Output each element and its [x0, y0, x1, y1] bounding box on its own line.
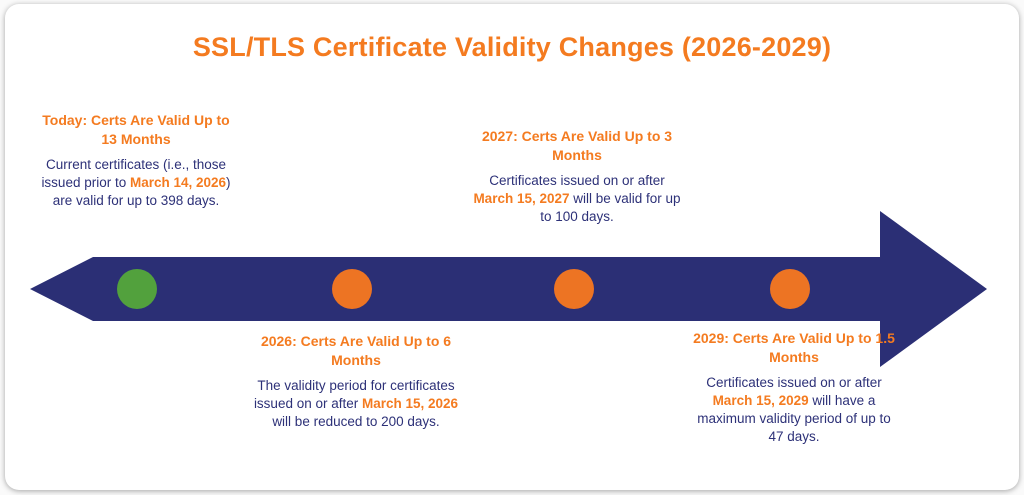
- milestone-date-highlight: March 14, 2026: [129, 175, 227, 190]
- timeline-dot-2027: [554, 269, 594, 309]
- milestone-body-text: will be valid for up to 100 days.: [540, 191, 681, 225]
- milestone-heading: 2026: Certs Are Valid Up to 6 Months: [260, 333, 452, 368]
- milestone-2027: 2027: Certs Are Valid Up to 3 Months Cer…: [471, 127, 683, 226]
- timeline-dot-2029: [770, 269, 810, 309]
- milestone-heading: 2027: Certs Are Valid Up to 3 Months: [481, 128, 673, 163]
- milestone-2029: 2029: Certs Are Valid Up to 1.5 Months C…: [688, 329, 900, 447]
- milestone-date-highlight: March 15, 2029: [712, 393, 809, 408]
- infographic-card: SSL/TLS Certificate Validity Changes (20…: [5, 4, 1019, 490]
- milestone-date-highlight: March 15, 2027: [473, 191, 570, 206]
- milestone-body: The validity period for certificates iss…: [250, 377, 462, 432]
- milestone-body-text: will have a maximum validity period of u…: [697, 393, 891, 445]
- timeline-arrow: [30, 211, 987, 367]
- timeline-dot-2026: [332, 269, 372, 309]
- page-title: SSL/TLS Certificate Validity Changes (20…: [192, 32, 832, 62]
- milestone-body: Certificates issued on or after March 15…: [471, 172, 683, 227]
- timeline-arrow-graphic: [30, 211, 987, 367]
- timeline-dot-today: [117, 269, 157, 309]
- milestone-body: Certificates issued on or after March 15…: [688, 374, 900, 447]
- milestone-body-text: Current certificates (i.e., those issued…: [41, 156, 227, 190]
- milestone-heading: 2029: Certs Are Valid Up to 1.5 Months: [693, 330, 895, 365]
- milestone-body-text: Certificates issued on or after: [706, 374, 882, 390]
- milestone-body-text: Certificates issued on or after: [489, 172, 665, 188]
- milestone-body-text: will be reduced to 200 days.: [272, 414, 440, 430]
- milestone-date-highlight: March 15, 2026: [362, 396, 459, 411]
- milestone-heading: Today: Certs Are Valid Up to 13 Months: [42, 112, 230, 147]
- milestone-body: Current certificates (i.e., those issued…: [35, 156, 237, 211]
- milestone-body-text: The validity period for certificates iss…: [253, 377, 455, 411]
- milestone-body-text: ) are valid for up to 398 days.: [52, 175, 231, 209]
- milestone-2026: 2026: Certs Are Valid Up to 6 Months The…: [250, 332, 462, 431]
- milestone-today: Today: Certs Are Valid Up to 13 Months C…: [35, 111, 237, 210]
